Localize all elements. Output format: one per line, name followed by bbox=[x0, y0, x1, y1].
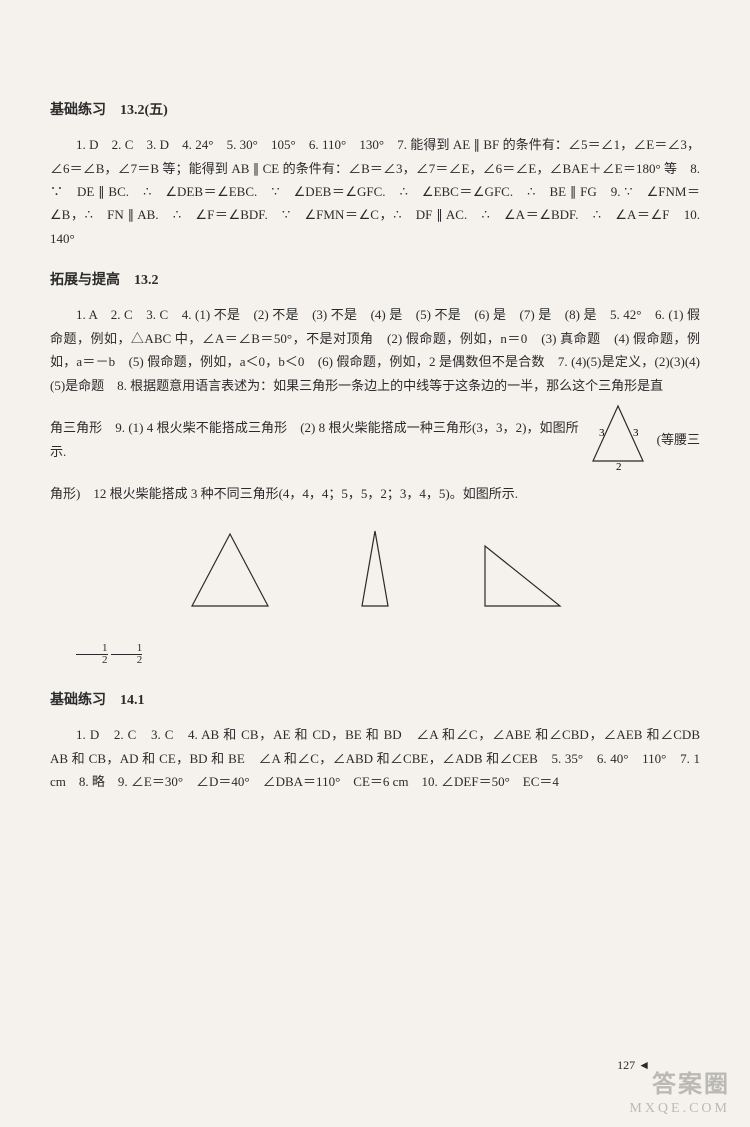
content-ch13: 12 12 bbox=[50, 642, 700, 667]
page-number: 127 ◄ bbox=[617, 1055, 650, 1077]
tri-side-left: 3 bbox=[599, 427, 605, 439]
fraction-half-1: 12 bbox=[76, 643, 108, 666]
content-expand-2: 角三角形 9. (1) 4 根火柴不能搭成三角形 (2) 8 根火柴能搭成一种三… bbox=[50, 401, 700, 478]
triangle-row bbox=[50, 526, 700, 620]
fraction-half-2: 12 bbox=[111, 643, 143, 666]
section-title-expand-13-2: 拓展与提高 13.2 bbox=[50, 268, 700, 293]
section-title-14-1: 基础练习 14.1 bbox=[50, 688, 700, 713]
tri-side-right: 3 bbox=[633, 427, 639, 439]
watermark-sub: MXQE.COM bbox=[629, 1096, 730, 1121]
content-13-2-5: 1. D 2. C 3. D 4. 24° 5. 30° 105° 6. 110… bbox=[50, 133, 700, 250]
triangle-right bbox=[470, 526, 570, 620]
triangle-equilateral bbox=[180, 526, 280, 620]
section-title-13-2-5: 基础练习 13.2(五) bbox=[50, 98, 700, 123]
content-expand-1: 1. A 2. C 3. C 4. (1) 不是 (2) 不是 (3) 不是 (… bbox=[50, 303, 700, 397]
inline-triangle-332: 3 3 2 bbox=[583, 401, 653, 478]
content-expand-3: 角形) 12 根火柴能搭成 3 种不同三角形(4，4，4；5，5，2；3，4，5… bbox=[50, 482, 700, 505]
content-expand-2-text: 角三角形 9. (1) 4 根火柴不能搭成三角形 (2) 8 根火柴能搭成一种三… bbox=[50, 416, 579, 463]
triangle-isosceles bbox=[340, 526, 410, 620]
content-14-1: 1. D 2. C 3. C 4. AB 和 CB，AE 和 CD，BE 和 B… bbox=[50, 723, 700, 793]
content-expand-2-tail: (等腰三 bbox=[657, 428, 700, 451]
tri-side-bottom: 2 bbox=[616, 461, 622, 471]
